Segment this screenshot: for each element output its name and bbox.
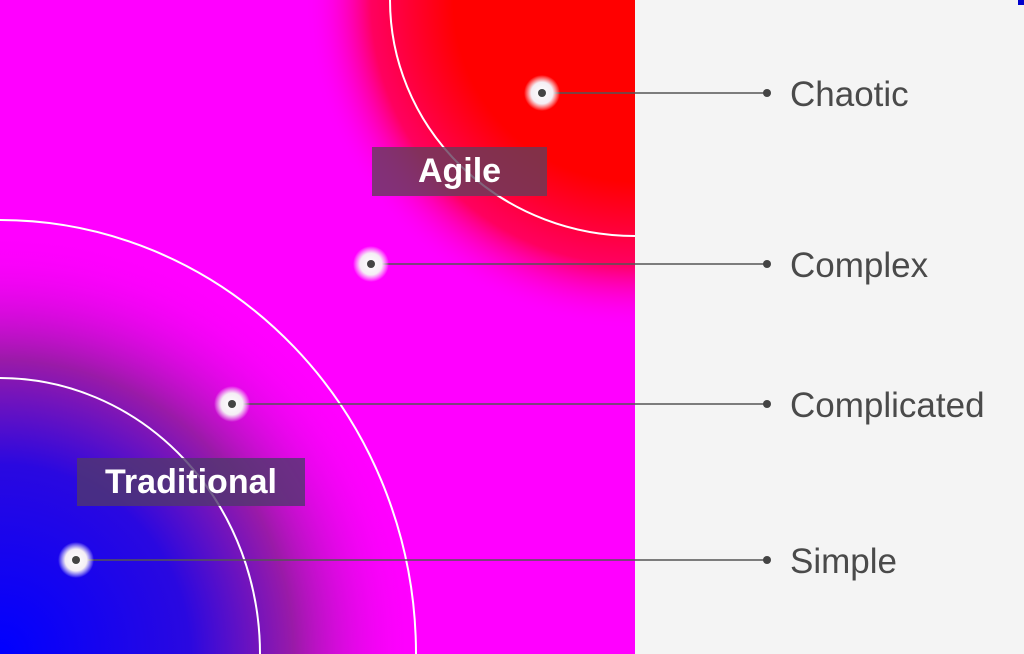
level-label-chaotic: Chaotic: [790, 75, 909, 114]
level-label-complex: Complex: [790, 246, 929, 285]
level-label-simple: Simple: [790, 542, 897, 581]
level-label-complicated: Complicated: [790, 386, 985, 425]
outer-boundary-arc: [0, 219, 417, 654]
traditional-label-text: Traditional: [105, 462, 277, 501]
leader-complex: [353, 246, 771, 282]
agile-label: Agile: [372, 147, 547, 196]
agile-zone-gradient: [0, 0, 635, 654]
agile-label-text: Agile: [417, 152, 502, 190]
leader-simple: [58, 542, 771, 578]
corner-mark: [1018, 0, 1024, 5]
leader-complicated: [214, 386, 771, 422]
leader-chaotic: [524, 75, 771, 111]
traditional-label: Traditional: [77, 458, 305, 506]
